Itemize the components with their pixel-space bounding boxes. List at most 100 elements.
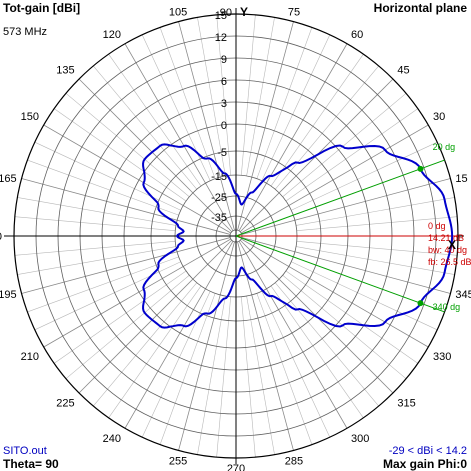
angle-tick-label: 210 <box>21 351 39 363</box>
grid-spoke-fine <box>285 270 419 364</box>
grid-spoke-fine <box>282 93 407 198</box>
grid-spoke-fine <box>141 291 211 438</box>
grid-spoke-fine <box>261 291 331 438</box>
angle-tick-label: 180 <box>0 231 2 243</box>
beam-label: 20 dg <box>433 142 456 152</box>
grid-spoke-major <box>178 241 235 451</box>
radial-tick-label: -35 <box>211 212 227 224</box>
grid-spoke-major <box>78 78 233 233</box>
x-axis-letter: X <box>448 238 456 252</box>
radial-tick-label: -15 <box>211 171 227 183</box>
grid-spoke-fine <box>261 34 331 181</box>
grid-spoke-fine <box>270 285 364 419</box>
angle-tick-label: 150 <box>21 111 39 123</box>
grid-spoke-fine <box>285 108 419 202</box>
radial-tick-label: -25 <box>211 192 227 204</box>
grid-spoke-fine <box>14 216 176 231</box>
grid-spoke-fine <box>274 282 379 407</box>
angle-tick-label: 30 <box>433 111 445 123</box>
plane-label: Horizontal plane <box>373 1 467 15</box>
grid-spoke-major <box>78 239 233 394</box>
angle-tick-label: 330 <box>433 351 451 363</box>
angle-tick-label: 135 <box>56 65 74 77</box>
grid-spoke-major <box>240 238 429 348</box>
grid-spoke-fine <box>291 141 438 211</box>
beam-annotations <box>235 159 458 313</box>
grid-spoke-fine <box>65 274 190 379</box>
beam-markers <box>417 165 424 307</box>
grid-spoke-fine <box>108 53 202 187</box>
grid-spoke-major <box>43 238 232 348</box>
grid-spoke-fine <box>141 34 211 181</box>
angle-tick-label: 120 <box>103 29 121 41</box>
angle-tick-label: 195 <box>0 289 17 301</box>
angle-tick-label: 105 <box>169 7 187 19</box>
grid-spoke-fine <box>34 261 181 331</box>
radial-tick-label: 9 <box>221 54 227 66</box>
angle-tick-label: 315 <box>397 397 415 409</box>
grid-spoke-major <box>238 43 348 232</box>
grid-spoke-fine <box>27 159 179 216</box>
theta-label: Theta= 90 <box>3 457 59 471</box>
max-gain-label-text: fb: 26.5 dB <box>428 257 471 267</box>
gain-range-label: -29 < dBi < 14.2 <box>388 445 467 457</box>
frequency-label: 573 MHz <box>3 26 48 38</box>
grid-spoke-major <box>43 124 232 234</box>
grid-spoke-major <box>178 21 235 231</box>
grid-spoke-fine <box>274 65 379 190</box>
grid-spoke-fine <box>296 216 458 231</box>
grid-spoke-fine <box>296 241 458 256</box>
beamwidth-line <box>235 235 445 313</box>
grid-spoke-major <box>124 43 234 232</box>
grid-spoke-fine <box>108 285 202 419</box>
beam-label: 340 dg <box>433 302 461 312</box>
grid-spoke-fine <box>17 246 176 275</box>
grid-spoke-fine <box>296 246 455 275</box>
grid-spoke-fine <box>246 296 275 455</box>
grid-spoke-fine <box>197 17 226 176</box>
angle-tick-label: 60 <box>351 29 363 41</box>
radial-tick-label: 15 <box>215 10 227 22</box>
chart-title: Tot-gain [dBi] <box>3 1 81 15</box>
gain-pattern-curve <box>142 143 454 329</box>
annotation-labels: 20 dg 340 dg 0 dg 14.21 dB bw: 40 dg fb: 26.5… <box>428 142 471 312</box>
grid-spoke-fine <box>241 296 256 458</box>
grid-spoke-fine <box>282 274 407 379</box>
radial-tick-label: 3 <box>221 98 227 110</box>
radial-tick-label: 12 <box>215 32 227 44</box>
grid-spoke-fine <box>17 197 176 226</box>
grid-spoke-major <box>21 237 231 294</box>
angle-tick-label: 225 <box>56 397 74 409</box>
grid-spoke-fine <box>53 270 187 364</box>
file-name[interactable]: SITO.out <box>3 445 47 457</box>
angle-tick-label: 300 <box>351 433 369 445</box>
angle-tick-label: 165 <box>0 173 17 185</box>
beam-marker <box>417 300 424 307</box>
grid-spoke-major <box>238 240 348 429</box>
grid-spoke-fine <box>270 53 364 187</box>
grid-spoke-major <box>240 124 429 234</box>
radial-tick-label: -5 <box>217 147 227 159</box>
grid-spoke-fine <box>65 93 190 198</box>
angle-tick-label: 255 <box>169 455 187 467</box>
angle-tick-labels: 1530456075901051201351501651801952102252… <box>0 7 471 471</box>
max-gain-label-text: 14.21 dB <box>428 233 464 243</box>
grid-spoke-fine <box>34 141 181 211</box>
grid-spoke-fine <box>296 197 455 226</box>
grid-spoke-major <box>241 237 451 294</box>
grid-spoke-fine <box>197 296 226 455</box>
angle-tick-label: 45 <box>397 65 409 77</box>
grid-spoke-fine <box>216 296 231 458</box>
grid-spoke-major <box>21 178 231 235</box>
angle-tick-label: 240 <box>103 433 121 445</box>
y-axis-letter: Y <box>240 5 248 19</box>
axis-letters: YX <box>240 5 456 252</box>
grid-spoke-fine <box>93 65 198 190</box>
grid-spoke-fine <box>256 293 313 445</box>
grid-spoke-fine <box>27 256 179 313</box>
max-gain-label-text: bw: 40 dg <box>428 245 467 255</box>
grid-spoke-fine <box>241 14 256 176</box>
angle-tick-label: 15 <box>455 173 467 185</box>
beamwidth-line <box>235 159 445 237</box>
